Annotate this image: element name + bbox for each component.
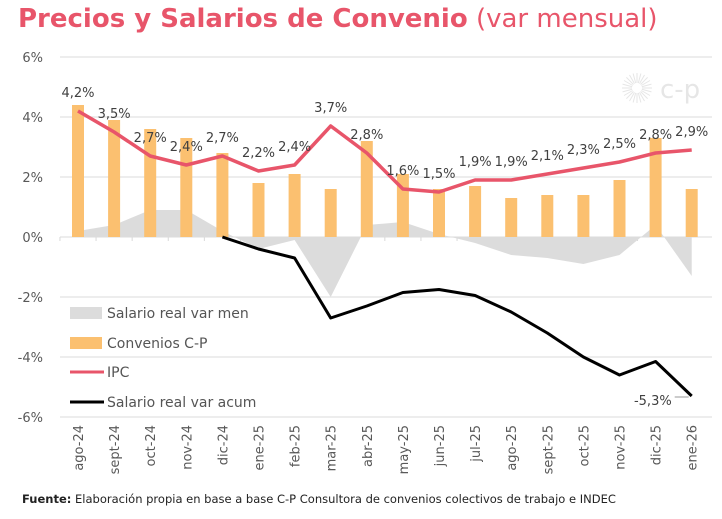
data-label-ipc: 2,2% bbox=[242, 146, 275, 161]
data-label-ipc: 1,5% bbox=[422, 167, 455, 182]
x-tick-label: feb-25 bbox=[289, 425, 304, 467]
bar-convenios-cp bbox=[252, 183, 265, 237]
source-label: Fuente: bbox=[22, 492, 72, 506]
x-tick-label: ene-26 bbox=[686, 425, 701, 470]
legend-label: Convenios C-P bbox=[107, 336, 207, 352]
area-salario-real-var-men bbox=[78, 210, 692, 297]
data-label-ipc: 2,7% bbox=[134, 131, 167, 146]
data-label-ipc: 3,5% bbox=[98, 107, 131, 122]
y-tick-label: 6% bbox=[22, 51, 43, 66]
x-tick-label: sept-25 bbox=[541, 425, 556, 474]
bar-convenios-cp bbox=[433, 189, 445, 237]
y-tick-label: 0% bbox=[22, 231, 43, 246]
bar-convenios-cp bbox=[216, 153, 229, 237]
bar-convenios-cp bbox=[613, 180, 626, 237]
x-tick-label: dic-25 bbox=[650, 425, 665, 465]
x-tick-label: nov-24 bbox=[180, 425, 195, 470]
legend-label: Salario real var acum bbox=[107, 395, 256, 411]
y-tick-label: -4% bbox=[18, 351, 43, 366]
data-label-ipc: 2,1% bbox=[531, 149, 564, 164]
data-label-ipc: 2,5% bbox=[603, 137, 636, 152]
data-label-ipc: 2,4% bbox=[170, 140, 203, 155]
x-tick-label: jul-25 bbox=[469, 425, 484, 463]
y-tick-label: 2% bbox=[22, 171, 43, 186]
line-ipc bbox=[77, 109, 692, 194]
x-tick-label: jun-25 bbox=[433, 425, 448, 467]
data-label-ipc: 2,4% bbox=[278, 140, 311, 155]
data-label-acum-end: -5,3% bbox=[634, 394, 672, 409]
y-tick-label: 4% bbox=[22, 111, 43, 126]
data-label-ipc: 2,9% bbox=[675, 125, 708, 140]
x-tick-label: oct-24 bbox=[144, 425, 159, 466]
x-tick-label: abr-25 bbox=[361, 425, 376, 467]
y-tick-label: -6% bbox=[18, 411, 43, 426]
x-tick-label: sept-24 bbox=[108, 425, 123, 474]
x-tick-label: ago-25 bbox=[505, 425, 520, 471]
legend-label: IPC bbox=[107, 365, 130, 381]
legend-swatch-area bbox=[70, 307, 102, 319]
bar-convenios-cp bbox=[324, 189, 337, 237]
x-tick-label: oct-25 bbox=[577, 425, 592, 466]
source-text: Elaboración propia en base a base C-P Co… bbox=[75, 492, 616, 506]
data-label-ipc: 2,7% bbox=[206, 131, 239, 146]
data-label-ipc: 1,9% bbox=[495, 155, 528, 170]
bar-convenios-cp bbox=[577, 195, 590, 237]
source-note: Fuente: Elaboración propia en base a bas… bbox=[22, 492, 616, 506]
y-tick-label: -2% bbox=[18, 291, 43, 306]
bar-convenios-cp bbox=[469, 186, 482, 237]
data-label-ipc: 1,6% bbox=[386, 164, 419, 179]
bar-convenios-cp bbox=[360, 141, 373, 237]
x-tick-label: mar-25 bbox=[325, 425, 340, 471]
x-tick-label: nov-25 bbox=[614, 425, 629, 470]
sun-icon: c-p bbox=[622, 73, 700, 105]
line-salario-real-var-acum bbox=[221, 235, 693, 398]
bar-convenios-cp bbox=[288, 174, 301, 237]
x-tick-label: may-25 bbox=[397, 425, 412, 474]
data-label-ipc: 3,7% bbox=[314, 101, 347, 116]
data-label-ipc: 4,2% bbox=[61, 86, 94, 101]
data-label-ipc: 2,8% bbox=[350, 128, 383, 143]
logo-text: c-p bbox=[660, 75, 700, 105]
legend-label: Salario real var men bbox=[107, 306, 249, 322]
chart-title-main: Precios y Salarios de Convenio bbox=[18, 4, 468, 34]
bar-convenios-cp bbox=[649, 138, 662, 237]
x-tick-label: dic-24 bbox=[216, 425, 231, 465]
x-tick-label: ago-24 bbox=[72, 425, 87, 471]
chart-title-sub: (var mensual) bbox=[475, 4, 658, 34]
data-label-ipc: 1,9% bbox=[459, 155, 492, 170]
data-label-ipc: 2,3% bbox=[567, 143, 600, 158]
bar-convenios-cp bbox=[541, 195, 554, 237]
legend-swatch-bar bbox=[70, 337, 102, 349]
bar-convenios-cp bbox=[685, 189, 698, 237]
bar-convenios-cp bbox=[72, 105, 84, 237]
chart-title: Precios y Salarios de Convenio (var mens… bbox=[18, 4, 658, 34]
data-label-ipc: 2,8% bbox=[639, 128, 672, 143]
bar-convenios-cp bbox=[108, 120, 121, 237]
cp-logo: c-p bbox=[620, 68, 715, 108]
x-tick-label: ene-25 bbox=[253, 425, 268, 470]
bar-convenios-cp bbox=[505, 198, 518, 237]
